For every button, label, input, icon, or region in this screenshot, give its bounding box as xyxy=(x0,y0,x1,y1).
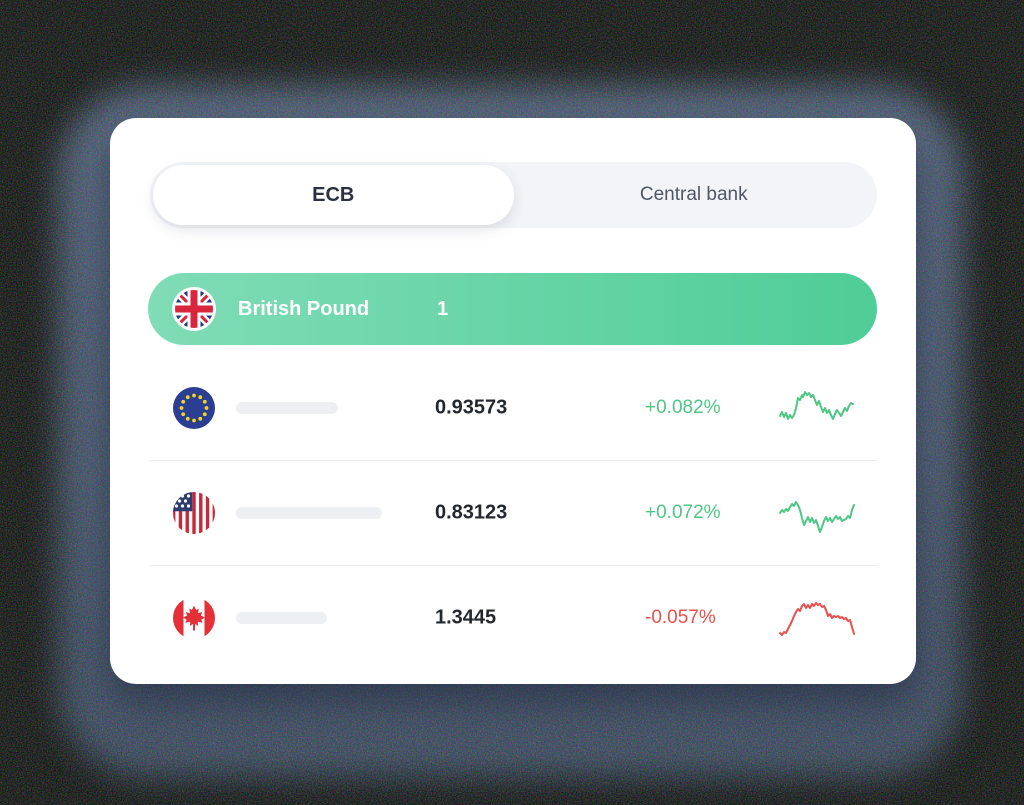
rate-value: 0.93573 xyxy=(435,396,508,418)
uk-flag-icon xyxy=(172,287,216,331)
rates-list: 0.93573 +0.082% xyxy=(150,355,877,670)
rate-value: 0.83123 xyxy=(435,501,508,524)
currency-name-placeholder xyxy=(236,401,338,414)
base-currency-row[interactable]: British Pound 1 xyxy=(148,273,877,345)
exchange-rates-card: ECB Central bank British Pound 1 xyxy=(110,118,916,684)
rate-source-toggle: ECB Central bank xyxy=(150,162,877,228)
tab-ecb[interactable]: ECB xyxy=(153,165,514,225)
rate-change: -0.057% xyxy=(645,607,716,628)
rate-change: +0.082% xyxy=(645,396,721,418)
base-currency-name: British Pound xyxy=(238,297,370,320)
rate-change: +0.072% xyxy=(645,502,721,523)
us-flag-icon xyxy=(173,492,215,534)
currency-name-placeholder xyxy=(236,507,382,519)
base-currency-amount: 1 xyxy=(437,297,449,320)
rate-row-cad[interactable]: 1.3445 -0.057% xyxy=(150,565,877,670)
rate-row-usd[interactable]: 0.83123 +0.072% xyxy=(150,460,877,565)
cad-sparkline xyxy=(779,602,855,636)
canada-flag-icon xyxy=(173,597,215,639)
rate-row-eur[interactable]: 0.93573 +0.082% xyxy=(150,355,877,460)
currency-name-placeholder xyxy=(236,612,327,624)
eu-flag-icon xyxy=(173,386,215,429)
tab-central-bank[interactable]: Central bank xyxy=(514,165,875,225)
usd-sparkline xyxy=(779,501,855,533)
rate-value: 1.3445 xyxy=(435,606,497,629)
eur-sparkline xyxy=(779,390,854,420)
